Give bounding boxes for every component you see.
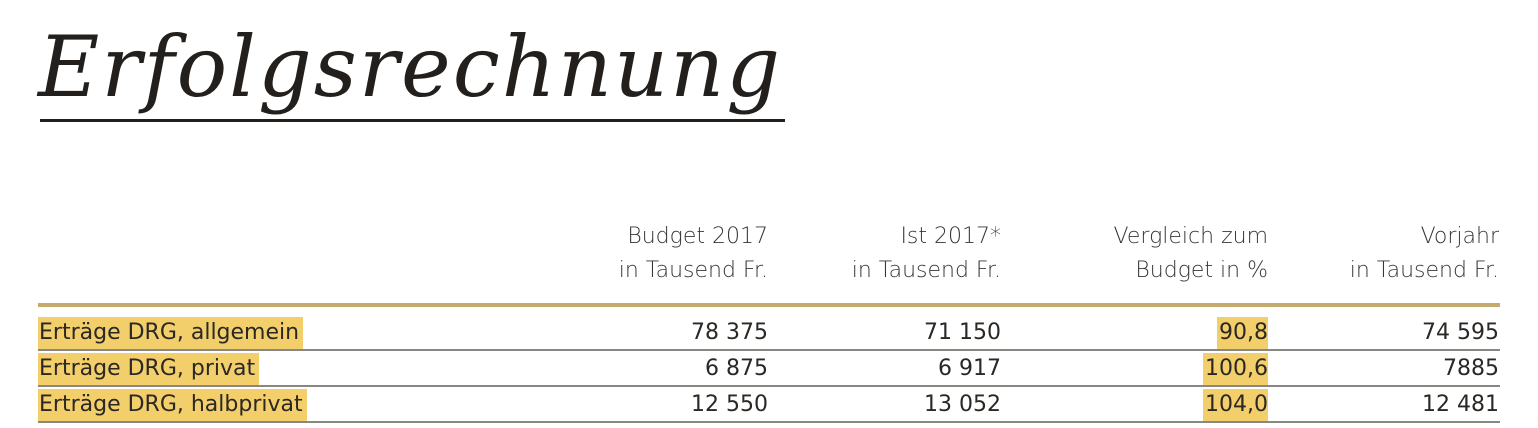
cell-budget: 6 875 [705,356,768,381]
header-line: in Tausend Fr. [1349,258,1499,283]
header-line: in Tausend Fr. [851,258,1001,283]
cell-vergleich: 100,6 [1203,353,1268,385]
table-row: Erträge DRG, allgemein 78 375 71 150 90,… [38,317,1500,351]
table-row: Erträge DRG, halbprivat 12 550 13 052 10… [38,389,1500,423]
column-header-budget: Budget 2017 in Tausend Fr. [619,220,768,288]
cell-vorjahr: 7885 [1443,356,1499,381]
column-header-ist: Ist 2017* in Tausend Fr. [852,220,1001,288]
header-line: Vergleich zum [1113,224,1268,249]
row-label: Erträge DRG, halbprivat [38,389,307,421]
cell-vergleich: 104,0 [1203,389,1268,421]
cell-ist: 71 150 [924,320,1001,345]
row-label: Erträge DRG, privat [38,353,260,385]
cell-vergleich: 90,8 [1217,317,1268,349]
cell-vorjahr: 12 481 [1422,392,1499,417]
page-title: Erfolgsrechnung [38,18,782,116]
cell-vorjahr: 74 595 [1422,320,1499,345]
column-header-vorjahr: Vorjahr in Tausend Fr. [1350,220,1499,288]
table-row: Erträge DRG, privat 6 875 6 917 100,6 78… [38,353,1500,387]
cell-budget: 12 550 [691,392,768,417]
header-line: Budget 2017 [627,224,768,249]
title-underline [40,119,785,122]
header-rule [38,303,1500,307]
row-label: Erträge DRG, allgemein [38,317,304,349]
header-line: in Tausend Fr. [618,258,768,283]
cell-budget: 78 375 [691,320,768,345]
header-line: Vorjahr [1420,224,1499,249]
cell-ist: 13 052 [924,392,1001,417]
cell-ist: 6 917 [938,356,1001,381]
header-line: Ist 2017* [900,224,1001,249]
column-header-vergleich: Vergleich zum Budget in % [1114,220,1268,288]
header-line: Budget in % [1135,258,1268,283]
